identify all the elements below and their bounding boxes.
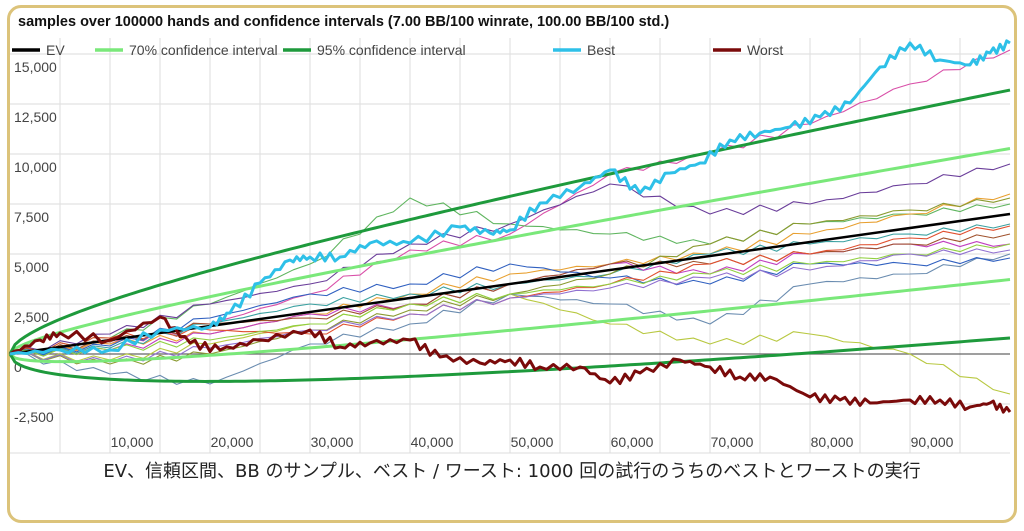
best-line (9, 39, 1011, 356)
y-tick-label: -2,500 (14, 409, 54, 425)
legend-label: Worst (747, 42, 783, 58)
y-tick-label: 0 (14, 359, 22, 375)
chart-title: samples over 100000 hands and confidence… (18, 14, 670, 30)
chart-frame (7, 5, 1017, 523)
legend-item: Best (553, 42, 615, 58)
y-tick-label: 12,500 (14, 109, 57, 125)
ci-95-line (8, 336, 1011, 383)
legend-item: 95% confidence interval (283, 42, 466, 58)
legend-label: EV (46, 42, 65, 58)
ci-95-line (8, 88, 1011, 355)
x-tick-label: 10,000 (111, 434, 154, 450)
x-tick-label: 90,000 (911, 434, 954, 450)
x-tick-label: 50,000 (511, 434, 554, 450)
x-tick-label: 80,000 (811, 434, 854, 450)
ci-70-line (8, 146, 1011, 356)
figure-caption: EV、信頼区間、BB のサンプル、ベスト / ワースト: 1000 回の試行のう… (103, 461, 921, 482)
sample-line (9, 193, 1011, 355)
legend-item: 70% confidence interval (95, 42, 278, 58)
x-tick-label: 30,000 (311, 434, 354, 450)
y-tick-label: 7,500 (14, 209, 49, 225)
y-tick-label: 5,000 (14, 259, 49, 275)
sample-line (9, 243, 1011, 357)
ci-70-line (9, 278, 1011, 364)
x-tick-label: 20,000 (211, 434, 254, 450)
legend-label: 95% confidence interval (317, 42, 466, 58)
y-tick-label: 10,000 (14, 159, 57, 175)
x-tick-label: 60,000 (611, 434, 654, 450)
y-tick-label: 15,000 (14, 59, 57, 75)
legend-item: Worst (713, 42, 783, 58)
worst-line (9, 315, 1012, 414)
sample-line (9, 163, 1011, 355)
legend-label: 70% confidence interval (129, 42, 278, 58)
x-tick-label: 40,000 (411, 434, 454, 450)
x-tick-label: 70,000 (711, 434, 754, 450)
y-tick-label: 2,500 (14, 309, 49, 325)
sample-line (9, 49, 1011, 355)
legend-label: Best (587, 42, 615, 58)
legend-item: EV (12, 42, 65, 58)
